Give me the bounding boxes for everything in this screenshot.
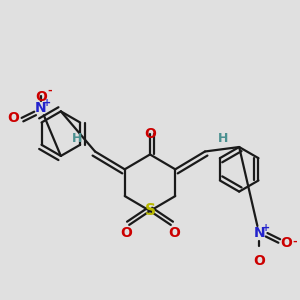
- Text: O: O: [120, 226, 132, 240]
- Text: O: O: [280, 236, 292, 250]
- Text: +: +: [44, 98, 52, 108]
- Text: -: -: [292, 236, 297, 246]
- Text: O: O: [8, 111, 20, 125]
- Text: O: O: [253, 254, 265, 268]
- Text: O: O: [144, 127, 156, 141]
- Text: N: N: [253, 226, 265, 240]
- Text: O: O: [35, 90, 47, 104]
- Text: H: H: [72, 132, 83, 145]
- Text: H: H: [218, 132, 228, 145]
- Text: +: +: [262, 223, 270, 233]
- Text: -: -: [47, 85, 52, 96]
- Text: S: S: [145, 203, 155, 218]
- Text: O: O: [168, 226, 180, 240]
- Text: N: N: [35, 101, 47, 116]
